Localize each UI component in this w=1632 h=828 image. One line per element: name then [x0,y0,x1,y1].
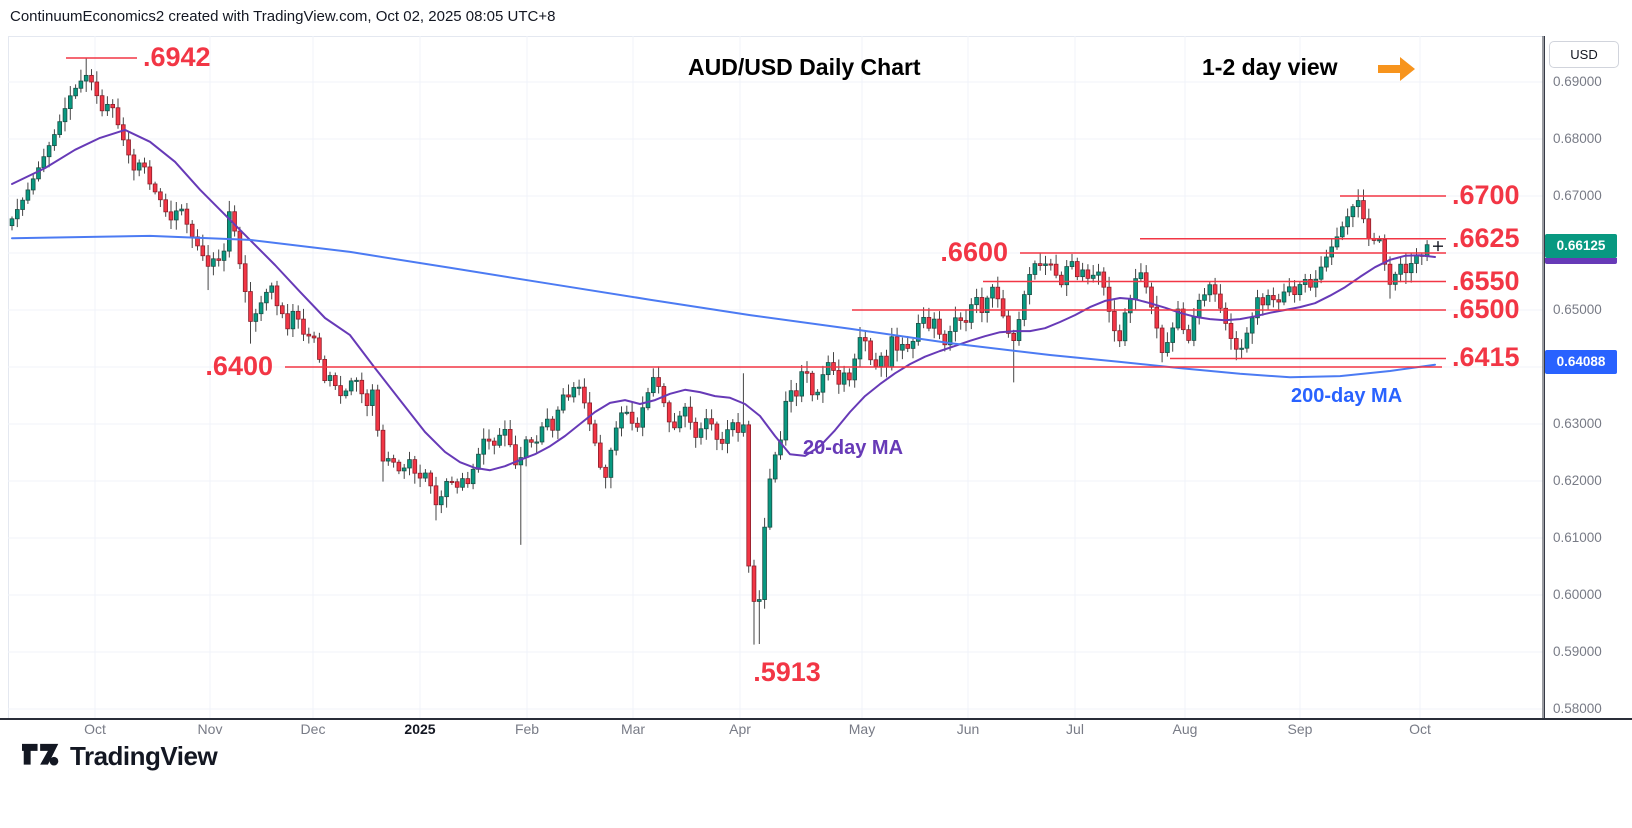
price-tick: 0.65000 [1553,302,1602,317]
price-tick: 0.59000 [1553,644,1602,659]
price-tick: 0.63000 [1553,416,1602,431]
time-tick-aug: Aug [1172,721,1198,737]
price-tick: 0.69000 [1553,74,1602,89]
time-tick-mar: Mar [620,721,646,737]
time-tick-feb: Feb [514,721,540,737]
chart-title: AUD/USD Daily Chart [688,54,921,80]
view-horizon-note: 1-2 day view [1202,54,1338,80]
tradingview-logo[interactable]: TradingView [22,740,218,772]
level-label-6942[interactable]: .6942 [143,42,211,73]
ma20-price-badge [1545,257,1617,264]
time-tick-2025: 2025 [404,721,436,737]
price-tick: 0.68000 [1553,131,1602,146]
attribution-text: ContinuumEconomics2 created with Trading… [10,8,556,25]
time-tick-jul: Jul [1066,721,1084,737]
time-tick-oct: Oct [84,721,106,737]
level-label-6700[interactable]: .6700 [1452,180,1520,210]
ma200-annotation-label[interactable]: 200-day MA [1291,385,1403,407]
ma20-annotation-label[interactable]: 20-day MA [803,437,904,459]
time-tick-apr: Apr [729,721,751,737]
time-tick-sep: Sep [1287,721,1313,737]
level-label-6415[interactable]: .6415 [1452,342,1520,373]
time-axis-border [0,718,1632,720]
tradingview-logo-text: TradingView [70,740,218,771]
level-label-6400[interactable]: .6400 [205,351,273,381]
last-price-badge: 0.66125 [1545,233,1617,258]
price-tick: 0.61000 [1553,530,1602,545]
ma200-price-badge: 0.64088 [1545,349,1617,374]
time-tick-may: May [848,721,876,737]
chart-plot-frame [8,36,1544,719]
level-label-6500[interactable]: .6500 [1452,294,1520,324]
price-tick: 0.58000 [1553,701,1602,716]
time-tick-jun: Jun [956,721,980,737]
level-label-6550[interactable]: .6550 [1452,265,1520,296]
price-tick: 0.67000 [1553,188,1602,203]
time-tick-oct: Oct [1409,721,1431,737]
tradingview-logo-icon [22,743,59,766]
right-arrow-icon [1378,57,1415,81]
currency-toggle-button[interactable]: USD [1549,41,1619,68]
price-tick: 0.60000 [1553,587,1602,602]
time-tick-nov: Nov [197,721,223,737]
level-label-6625[interactable]: .6625 [1452,222,1520,253]
time-tick-dec: Dec [300,721,326,737]
price-tick: 0.62000 [1553,473,1602,488]
level-label-6600[interactable]: .6600 [940,237,1008,267]
level-label-5913[interactable]: .5913 [753,657,821,687]
price-axis[interactable] [1544,36,1632,718]
